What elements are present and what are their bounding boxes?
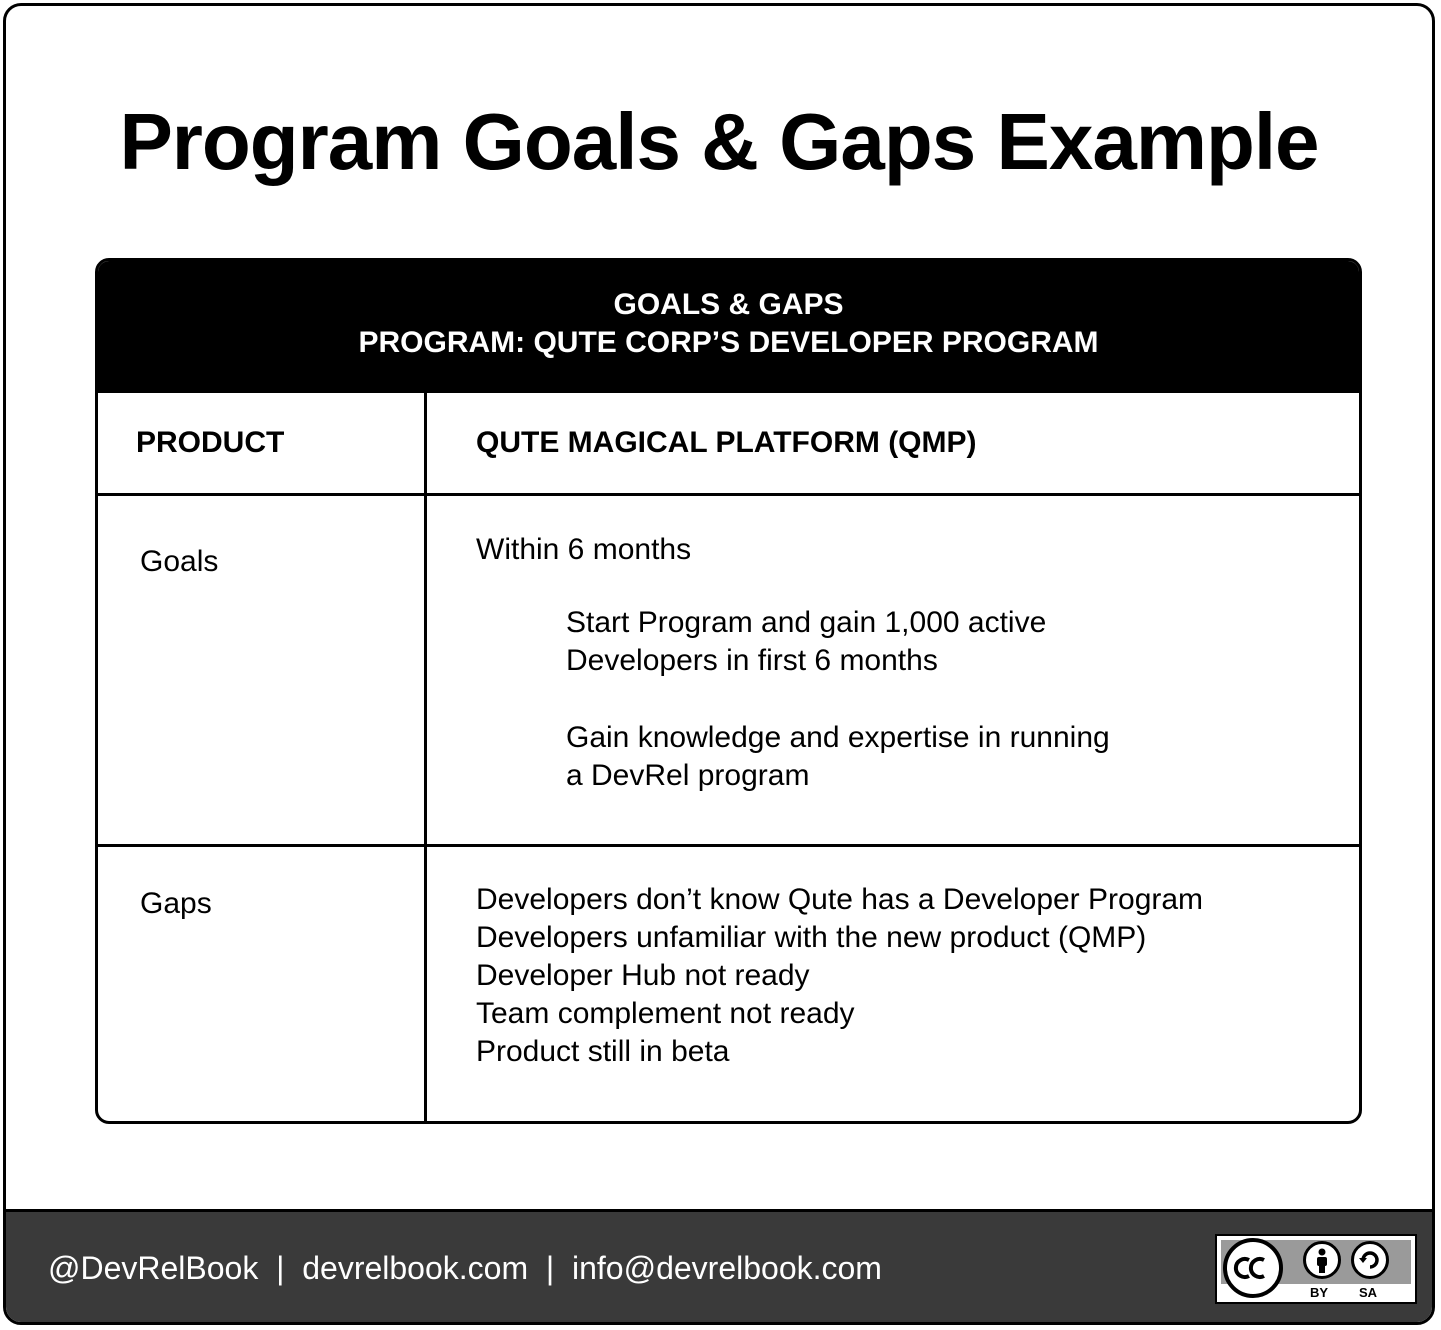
- sa-icon: [1351, 1241, 1389, 1279]
- goal-item-line: a DevRel program: [566, 759, 810, 792]
- gap-item: Developers don’t know Qute has a Develop…: [476, 883, 1204, 916]
- creative-commons-by-sa-icon: BY SA: [1215, 1234, 1417, 1304]
- goal-item-line: Start Program and gain 1,000 active: [566, 606, 1047, 639]
- goals-timeframe: Within 6 months: [476, 533, 692, 566]
- by-icon: [1303, 1241, 1341, 1279]
- goal-item: Start Program and gain 1,000 active Deve…: [566, 604, 1046, 680]
- table-header-title: GOALS & GAPS: [613, 288, 844, 321]
- table-header: GOALS & GAPS PROGRAM: QUTE CORP’S DEVELO…: [98, 261, 1359, 393]
- goal-item-line: Developers in first 6 months: [566, 644, 938, 677]
- table-header-program: PROGRAM: QUTE CORP’S DEVELOPER PROGRAM: [358, 326, 1099, 359]
- license-sa-label: SA: [1359, 1285, 1378, 1300]
- goals-label: Goals: [140, 545, 219, 578]
- footer-contact: @DevRelBook | devrelbook.com | info@devr…: [48, 1250, 882, 1286]
- product-value: QUTE MAGICAL PLATFORM (QMP): [476, 426, 977, 459]
- page-title: Program Goals & Gaps Example: [119, 97, 1319, 186]
- gaps-label: Gaps: [140, 887, 212, 920]
- cc-icon: [1223, 1238, 1283, 1298]
- row-divider: [98, 493, 1359, 496]
- gap-item: Product still in beta: [476, 1035, 730, 1068]
- gap-item: Developers unfamiliar with the new produ…: [476, 921, 1147, 954]
- gaps-list: Developers don’t know Qute has a Develop…: [476, 881, 1203, 1071]
- goals-gaps-table: GOALS & GAPS PROGRAM: QUTE CORP’S DEVELO…: [95, 258, 1362, 1124]
- column-divider: [424, 393, 427, 1121]
- gap-item: Developer Hub not ready: [476, 959, 810, 992]
- page-frame: Program Goals & Gaps Example GOALS & GAP…: [3, 3, 1435, 1325]
- goal-item-line: Gain knowledge and expertise in running: [566, 721, 1110, 754]
- footer-bar: @DevRelBook | devrelbook.com | info@devr…: [6, 1209, 1432, 1322]
- row-divider: [98, 844, 1359, 847]
- product-label: PRODUCT: [136, 426, 285, 459]
- goal-item: Gain knowledge and expertise in running …: [566, 719, 1110, 795]
- license-by-label: BY: [1310, 1285, 1329, 1300]
- gap-item: Team complement not ready: [476, 997, 855, 1030]
